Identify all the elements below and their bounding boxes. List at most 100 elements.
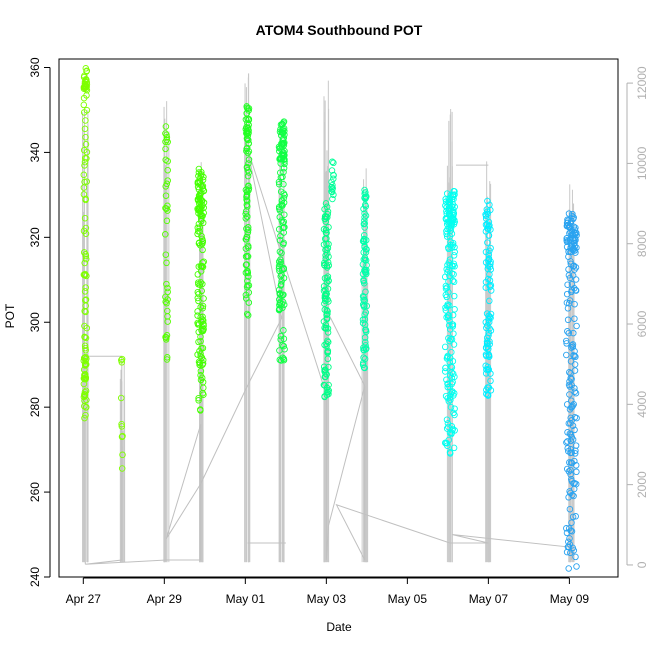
data-point bbox=[442, 198, 450, 205]
data-point bbox=[360, 220, 368, 228]
data-point bbox=[571, 457, 578, 465]
y2-tick-label: 8000 bbox=[635, 230, 649, 257]
data-point bbox=[566, 391, 573, 398]
x-tick-label: Apr 29 bbox=[147, 592, 183, 606]
data-point bbox=[570, 547, 578, 554]
data-point bbox=[563, 340, 570, 347]
data-point bbox=[322, 370, 329, 377]
data-point bbox=[445, 288, 452, 296]
point-cluster-9 bbox=[441, 188, 458, 457]
data-point bbox=[82, 252, 90, 260]
data-point bbox=[163, 180, 171, 188]
data-point bbox=[484, 365, 492, 373]
data-point bbox=[448, 321, 456, 328]
data-point bbox=[280, 301, 288, 308]
data-point bbox=[82, 302, 89, 310]
data-point bbox=[321, 274, 329, 282]
y-tick-label: 340 bbox=[28, 142, 42, 162]
data-point bbox=[448, 430, 455, 438]
data-point bbox=[487, 206, 494, 214]
point-cluster-5 bbox=[275, 118, 288, 364]
data-point bbox=[320, 363, 328, 371]
data-point bbox=[164, 313, 171, 320]
data-point bbox=[564, 445, 571, 452]
x-tick-label: Apr 27 bbox=[66, 592, 102, 606]
data-point bbox=[573, 563, 580, 570]
data-point bbox=[485, 225, 492, 233]
data-point bbox=[563, 290, 571, 298]
data-point bbox=[81, 162, 88, 169]
data-point bbox=[81, 125, 89, 133]
data-point bbox=[244, 226, 252, 234]
data-point bbox=[276, 147, 283, 155]
data-point bbox=[448, 220, 456, 228]
point-cluster-0 bbox=[80, 65, 91, 422]
data-point bbox=[568, 375, 575, 383]
data-point bbox=[448, 389, 456, 396]
data-point bbox=[449, 239, 457, 247]
data-point bbox=[485, 329, 493, 337]
data-point bbox=[163, 259, 170, 267]
data-point bbox=[82, 346, 89, 354]
grey-spike-group-1 bbox=[119, 362, 126, 563]
data-point bbox=[82, 141, 90, 148]
data-point bbox=[483, 390, 490, 398]
data-point bbox=[81, 392, 89, 400]
data-point bbox=[362, 257, 370, 264]
data-point bbox=[330, 175, 337, 183]
point-cluster-6 bbox=[320, 200, 333, 401]
data-point bbox=[321, 373, 329, 381]
data-point bbox=[360, 303, 368, 310]
data-point bbox=[81, 361, 89, 369]
data-point bbox=[245, 136, 252, 144]
data-point bbox=[82, 358, 89, 365]
data-point bbox=[360, 344, 367, 351]
data-point bbox=[119, 451, 126, 459]
data-point bbox=[571, 361, 579, 368]
data-point bbox=[80, 101, 88, 109]
data-point bbox=[162, 123, 170, 130]
data-point bbox=[276, 248, 284, 255]
data-point bbox=[324, 355, 332, 363]
data-point bbox=[567, 248, 575, 256]
data-point bbox=[568, 344, 575, 351]
data-point bbox=[323, 229, 330, 237]
data-point bbox=[566, 369, 573, 376]
data-point bbox=[572, 513, 579, 520]
point-cluster-4 bbox=[242, 103, 253, 319]
data-point bbox=[244, 229, 252, 236]
data-point bbox=[571, 426, 578, 434]
data-point bbox=[275, 265, 283, 272]
data-point bbox=[118, 423, 126, 430]
data-point bbox=[445, 322, 453, 329]
data-point bbox=[359, 293, 367, 300]
data-point bbox=[329, 158, 336, 166]
data-point bbox=[164, 138, 171, 146]
y-tick-label: 300 bbox=[28, 312, 42, 332]
data-point bbox=[447, 205, 455, 213]
data-point bbox=[194, 271, 202, 278]
data-point bbox=[195, 169, 203, 176]
y-axis-right: 0 2000 4000 6000 8000 10000 12000 bbox=[626, 66, 649, 568]
data-point bbox=[568, 433, 576, 441]
data-point bbox=[245, 244, 252, 251]
data-point bbox=[197, 333, 204, 341]
data-point bbox=[324, 325, 332, 332]
data-point bbox=[82, 75, 90, 83]
data-point bbox=[567, 374, 574, 382]
data-point bbox=[277, 256, 284, 263]
data-point bbox=[330, 171, 337, 179]
grey-trace-line bbox=[84, 148, 572, 565]
data-point bbox=[361, 334, 369, 341]
data-point bbox=[196, 361, 203, 369]
data-point bbox=[162, 231, 169, 238]
data-point bbox=[447, 363, 455, 370]
data-point bbox=[482, 362, 489, 370]
data-point bbox=[244, 149, 252, 157]
data-point bbox=[360, 205, 367, 213]
data-point bbox=[567, 245, 574, 252]
data-point bbox=[325, 262, 333, 269]
data-point bbox=[277, 155, 285, 163]
data-point bbox=[443, 284, 451, 291]
data-point bbox=[194, 312, 201, 319]
